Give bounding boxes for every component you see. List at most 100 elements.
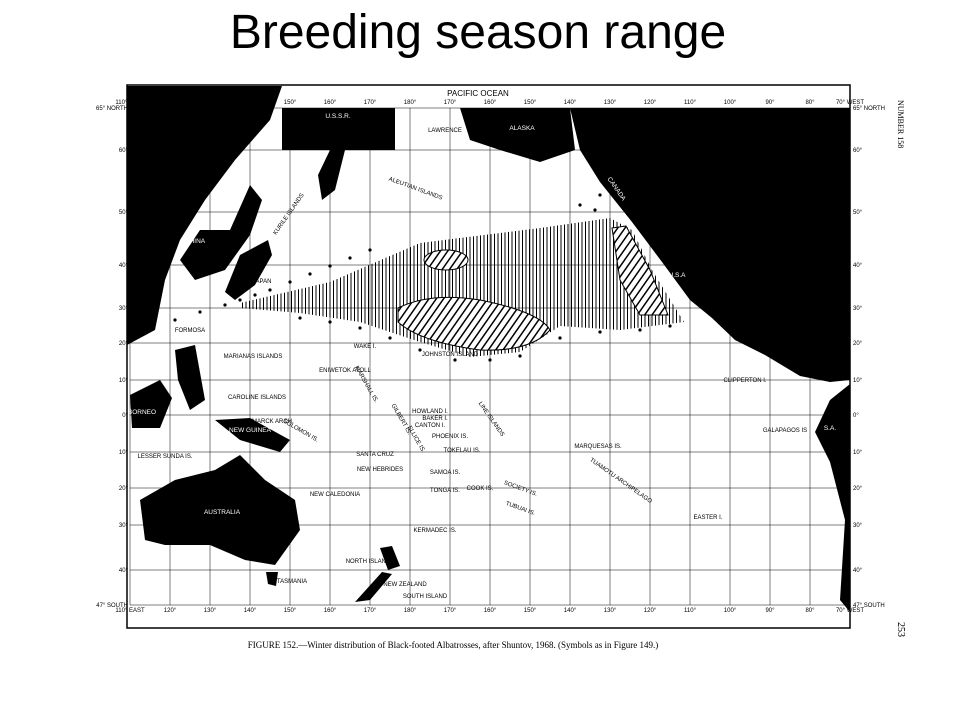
latitude-label: 47° SOUTH bbox=[96, 603, 128, 609]
longitude-label: 70° WEST bbox=[836, 608, 864, 614]
dot bbox=[358, 326, 362, 330]
place-label: ALASKA bbox=[509, 125, 535, 132]
longitude-label: 110° bbox=[684, 608, 697, 614]
dot bbox=[488, 358, 492, 362]
range-vertical-hatch bbox=[240, 218, 684, 357]
longitude-label: 170° bbox=[444, 100, 457, 106]
place-label: WAKE I. bbox=[354, 344, 377, 350]
legend-equator: EQUATOR bbox=[808, 308, 838, 314]
latitude-label: 30° bbox=[853, 523, 863, 529]
place-label: CELEBES bbox=[175, 432, 206, 439]
latitude-label: 65° NORTH bbox=[96, 106, 128, 112]
dot bbox=[198, 310, 202, 314]
map: 110° EAST110° EAST120°120°130°130°140°14… bbox=[96, 84, 885, 629]
latitude-label: 20° bbox=[119, 341, 129, 347]
legend-latitude: 60° bbox=[836, 278, 846, 284]
ocean-heading: PACIFIC OCEAN bbox=[447, 89, 509, 98]
latitude-label: 40° bbox=[119, 568, 129, 574]
latitude-label: 60° bbox=[853, 148, 863, 154]
dot bbox=[223, 303, 227, 307]
longitude-label: 140° bbox=[564, 608, 577, 614]
place-label: CHINA bbox=[185, 238, 206, 245]
place-label: ENIWETOK ATOLL bbox=[319, 368, 371, 374]
dot bbox=[368, 248, 372, 252]
dot bbox=[388, 336, 392, 340]
latitude-label: 40° bbox=[119, 263, 129, 269]
longitude-label: 130° bbox=[604, 100, 617, 106]
dot bbox=[288, 280, 292, 284]
series-number: NUMBER 158 bbox=[896, 100, 905, 148]
dot bbox=[518, 354, 522, 358]
place-label: KERMADEC IS. bbox=[413, 528, 456, 534]
range-diagonal-hatch bbox=[423, 249, 469, 271]
longitude-label: 80° bbox=[805, 100, 815, 106]
longitude-label: 170° bbox=[364, 608, 377, 614]
dot bbox=[328, 264, 332, 268]
latitude-label: 60° bbox=[119, 148, 129, 154]
longitude-label: 110° bbox=[684, 100, 697, 106]
place-label: SOUTH ISLAND bbox=[403, 594, 448, 600]
land bbox=[127, 86, 850, 612]
dot bbox=[558, 336, 562, 340]
longitude-label: 110° EAST bbox=[115, 608, 145, 614]
longitude-label: 150° bbox=[284, 608, 297, 614]
longitude-label: 170° bbox=[444, 608, 457, 614]
place-label: NEW GUINEA bbox=[229, 427, 272, 434]
legend-title: STATUTE MILES NORTH OR SOUTH LATITUDE bbox=[704, 262, 837, 268]
place-label: LESSER SUNDA IS. bbox=[137, 454, 192, 460]
longitude-label: 90° bbox=[765, 608, 775, 614]
longitude-label: 150° bbox=[284, 100, 297, 106]
dot bbox=[328, 320, 332, 324]
place-label: JAPAN bbox=[253, 279, 272, 285]
place-label: BISMARCK ARCH. bbox=[242, 419, 294, 425]
dot bbox=[668, 324, 672, 328]
longitude-label: 70° WEST bbox=[836, 100, 864, 106]
longitude-label: 160° bbox=[324, 608, 337, 614]
latitude-label: 47° SOUTH bbox=[853, 603, 885, 609]
dot bbox=[308, 272, 312, 276]
longitude-label: 120° bbox=[644, 608, 657, 614]
latitude-label: 40° bbox=[853, 568, 863, 574]
latitude-label: 20° bbox=[853, 341, 863, 347]
latitude-label: 0° bbox=[122, 413, 128, 419]
place-label: SAMOA IS. bbox=[430, 470, 461, 476]
longitude-label: 120° bbox=[164, 608, 177, 614]
longitude-label: 180° bbox=[404, 100, 417, 106]
legend-ticks: 0 200 400 600 800 1000 MILES bbox=[728, 271, 813, 277]
place-label: CANTON I. bbox=[415, 423, 446, 429]
range-diagonal-hatch bbox=[397, 296, 551, 351]
latitude-label: 10° bbox=[853, 378, 863, 384]
longitude-label: 180° bbox=[404, 608, 417, 614]
latitude-label: 10° bbox=[119, 378, 129, 384]
place-label: TOKELAU IS. bbox=[444, 448, 481, 454]
dot bbox=[418, 348, 422, 352]
place-label: JOHNSTON ISLAND bbox=[422, 352, 479, 358]
latitude-label: 40° bbox=[853, 263, 863, 269]
place-label: LAWRENCE bbox=[428, 128, 462, 134]
place-label: BAKER I. bbox=[422, 416, 448, 422]
longitude-label: 100° bbox=[724, 100, 737, 106]
scale-legend: STATUTE MILES NORTH OR SOUTH LATITUDE 0 2… bbox=[699, 262, 846, 314]
dot bbox=[638, 328, 642, 332]
place-label: CLIPPERTON I. bbox=[723, 378, 766, 384]
longitude-label: 150° bbox=[524, 100, 537, 106]
longitude-label: 150° bbox=[524, 608, 537, 614]
place-label: MARQUESAS IS. bbox=[574, 444, 622, 450]
latitude-label: 30° bbox=[119, 306, 129, 312]
place-label: SANTA CRUZ bbox=[356, 452, 394, 458]
longitude-label: 130° bbox=[204, 608, 217, 614]
latitude-label: 10° bbox=[853, 450, 863, 456]
dot bbox=[453, 358, 457, 362]
place-label: PHOENIX IS. bbox=[432, 434, 468, 440]
longitude-label: 160° bbox=[324, 100, 337, 106]
longitude-label: 130° bbox=[604, 608, 617, 614]
dot bbox=[348, 256, 352, 260]
place-label: NEW HEBRIDES bbox=[357, 467, 403, 473]
latitude-label: 20° bbox=[119, 486, 129, 492]
page-number: 253 bbox=[895, 622, 906, 637]
latitude-label: 50° bbox=[853, 210, 863, 216]
dot bbox=[253, 293, 257, 297]
place-label: U.S.S.R. bbox=[325, 113, 350, 120]
place-label: NEW ZEALAND bbox=[383, 582, 427, 588]
place-label: COOK IS. bbox=[467, 486, 494, 492]
